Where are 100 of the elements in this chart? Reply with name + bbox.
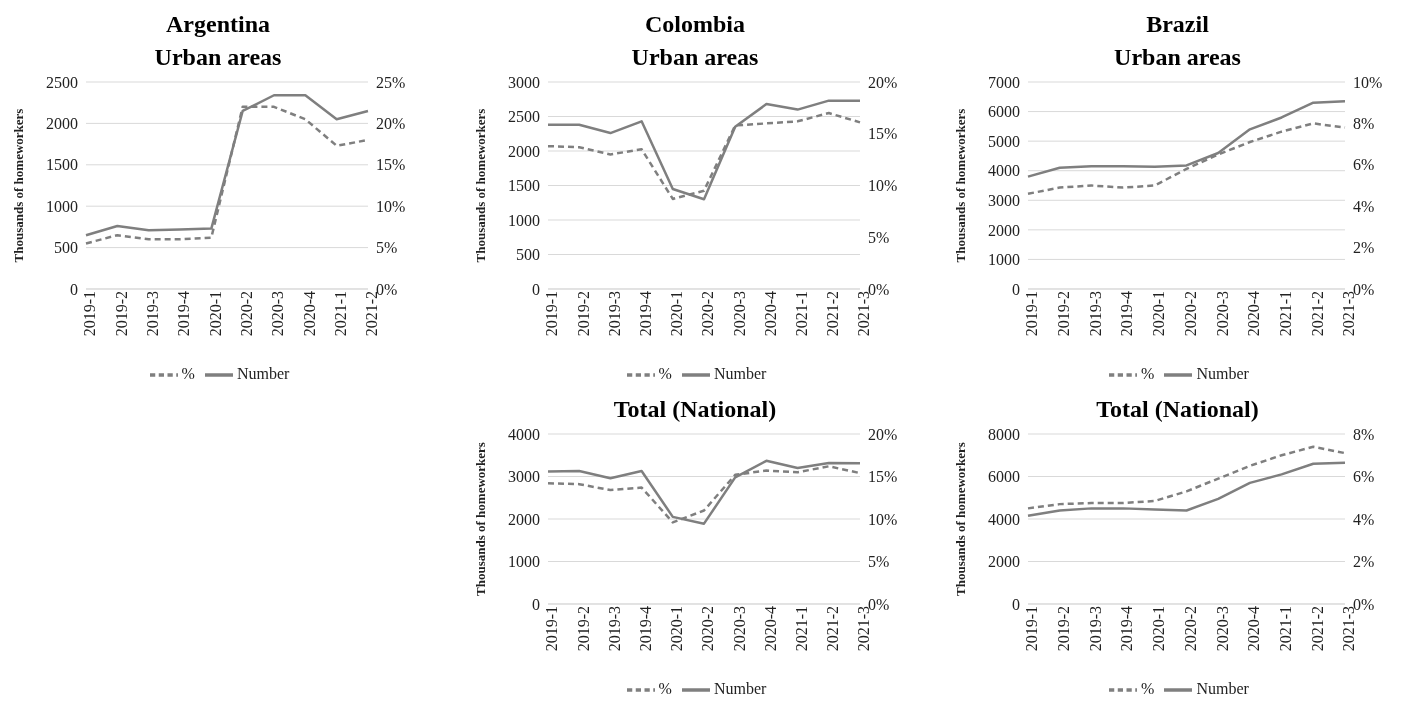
legend-label: Number xyxy=(236,364,290,382)
y-tick-label: 1500 xyxy=(46,156,78,174)
x-tick-label: 2020-1 xyxy=(668,606,686,652)
y2-tick-label: 20% xyxy=(376,115,406,133)
x-tick-label: 2019-1 xyxy=(543,291,561,337)
y2-tick-label: 8% xyxy=(1353,425,1375,443)
x-tick-label: 2020-3 xyxy=(1213,291,1231,337)
x-tick-label: 2019-3 xyxy=(605,291,623,337)
x-tick-label: 2020-2 xyxy=(699,606,717,652)
x-tick-label: 2021-2 xyxy=(1308,606,1326,652)
chart-title: Brazil xyxy=(1145,10,1210,39)
x-tick-label: 2019-4 xyxy=(636,606,654,652)
y-tick-label: 1000 xyxy=(46,197,78,215)
x-tick-label: 2019-1 xyxy=(81,291,99,337)
x-tick-label: 2019-4 xyxy=(1118,291,1136,337)
x-tick-label: 2020-3 xyxy=(1213,606,1231,652)
x-tick-label: 2020-1 xyxy=(668,291,686,337)
y2-tick-label: 2% xyxy=(1353,239,1375,257)
x-tick-label: 2020-1 xyxy=(1150,606,1168,652)
y2-tick-label: 8% xyxy=(1353,115,1375,133)
x-tick-label: 2019-2 xyxy=(1055,291,1073,337)
y-tick-label: 3000 xyxy=(988,191,1020,209)
y-axis-title: Thousands of homeworkers xyxy=(952,108,968,263)
x-tick-label: 2019-2 xyxy=(1055,606,1073,652)
y2-tick-label: 6% xyxy=(1353,156,1375,174)
y-tick-label: 1000 xyxy=(508,211,540,229)
y2-tick-label: 10% xyxy=(1353,73,1383,91)
y2-tick-label: 25% xyxy=(376,73,406,91)
x-tick-label: 2020-4 xyxy=(761,606,779,652)
y-tick-label: 6000 xyxy=(988,103,1020,121)
x-tick-label: 2019-2 xyxy=(112,291,130,337)
y2-tick-label: 15% xyxy=(376,156,406,174)
y-tick-label: 2000 xyxy=(508,142,540,160)
x-tick-label: 2020-3 xyxy=(730,291,748,337)
x-tick-label: 2019-1 xyxy=(1023,606,1041,652)
line-series xyxy=(1026,461,1347,518)
legend-label: Number xyxy=(713,679,767,697)
y2-tick-label: 5% xyxy=(376,239,398,257)
chart-subtitle: Urban areas xyxy=(630,43,760,72)
y-tick-label: 2000 xyxy=(46,115,78,133)
y2-tick-label: 0% xyxy=(868,595,890,613)
y-tick-label: 2500 xyxy=(508,108,540,126)
y-tick-label: 7000 xyxy=(988,73,1020,91)
y-tick-label: 1000 xyxy=(988,251,1020,269)
legend-label: % xyxy=(1141,679,1155,697)
x-tick-label: 2020-1 xyxy=(206,291,224,337)
chart-subtitle: Urban areas xyxy=(1113,43,1242,72)
x-tick-label: 2019-4 xyxy=(1118,606,1136,652)
x-tick-label: 2020-2 xyxy=(1181,291,1199,337)
y2-tick-label: 10% xyxy=(868,510,898,528)
chart-title: Colombia xyxy=(644,10,746,39)
x-tick-label: 2021-1 xyxy=(1276,291,1294,337)
x-tick-label: 2020-4 xyxy=(1245,606,1263,652)
legend-label: Number xyxy=(713,364,767,382)
y2-tick-label: 4% xyxy=(1353,510,1375,528)
y-axis-title: Thousands of homeworkers xyxy=(472,108,488,263)
x-tick-label: 2020-2 xyxy=(699,291,717,337)
x-tick-label: 2020-4 xyxy=(300,291,318,337)
x-tick-label: 2020-2 xyxy=(238,291,256,337)
chart-title: Total (National) xyxy=(612,395,778,424)
y2-tick-label: 0% xyxy=(868,280,890,298)
y-tick-label: 500 xyxy=(516,246,540,264)
y-tick-label: 2000 xyxy=(508,510,540,528)
y2-tick-label: 10% xyxy=(376,197,406,215)
legend-label: % xyxy=(658,679,672,697)
x-tick-label: 2021-2 xyxy=(824,291,842,337)
y-tick-label: 4000 xyxy=(988,510,1020,528)
x-tick-label: 2020-4 xyxy=(761,291,779,337)
x-tick-label: 2019-1 xyxy=(543,606,561,652)
y2-tick-label: 5% xyxy=(868,553,890,571)
x-tick-label: 2020-3 xyxy=(730,606,748,652)
legend-label: % xyxy=(181,364,195,382)
x-tick-label: 2019-3 xyxy=(1086,291,1104,337)
y-axis-title: Thousands of homeworkers xyxy=(952,442,968,596)
x-tick-label: 2021-2 xyxy=(1308,291,1326,337)
y2-tick-label: 2% xyxy=(1353,553,1375,571)
y2-tick-label: 0% xyxy=(376,280,398,298)
legend-label: Number xyxy=(1196,679,1249,697)
x-tick-label: 2019-3 xyxy=(1086,606,1104,652)
y-tick-label: 4000 xyxy=(988,162,1020,180)
x-tick-label: 2020-3 xyxy=(269,291,287,337)
x-tick-label: 2020-2 xyxy=(1181,606,1199,652)
legend-label: % xyxy=(1141,364,1155,382)
x-tick-label: 2019-3 xyxy=(605,606,623,652)
y-tick-label: 0 xyxy=(532,280,540,298)
y-axis-title: Thousands of homeworkers xyxy=(472,442,488,596)
y2-tick-label: 5% xyxy=(868,228,890,246)
y-tick-label: 0 xyxy=(1012,595,1020,613)
x-tick-label: 2020-1 xyxy=(1150,291,1168,337)
y-tick-label: 8000 xyxy=(988,425,1020,443)
y2-tick-label: 20% xyxy=(868,425,898,443)
y-tick-label: 6000 xyxy=(988,468,1020,486)
y-tick-label: 0 xyxy=(532,595,540,613)
x-tick-label: 2019-3 xyxy=(144,291,162,337)
y-tick-label: 5000 xyxy=(988,132,1020,150)
line-series xyxy=(1026,445,1347,510)
y2-tick-label: 20% xyxy=(868,73,898,91)
x-tick-label: 2021-1 xyxy=(792,606,810,652)
y-tick-label: 2000 xyxy=(988,221,1020,239)
legend-label: % xyxy=(658,364,672,382)
